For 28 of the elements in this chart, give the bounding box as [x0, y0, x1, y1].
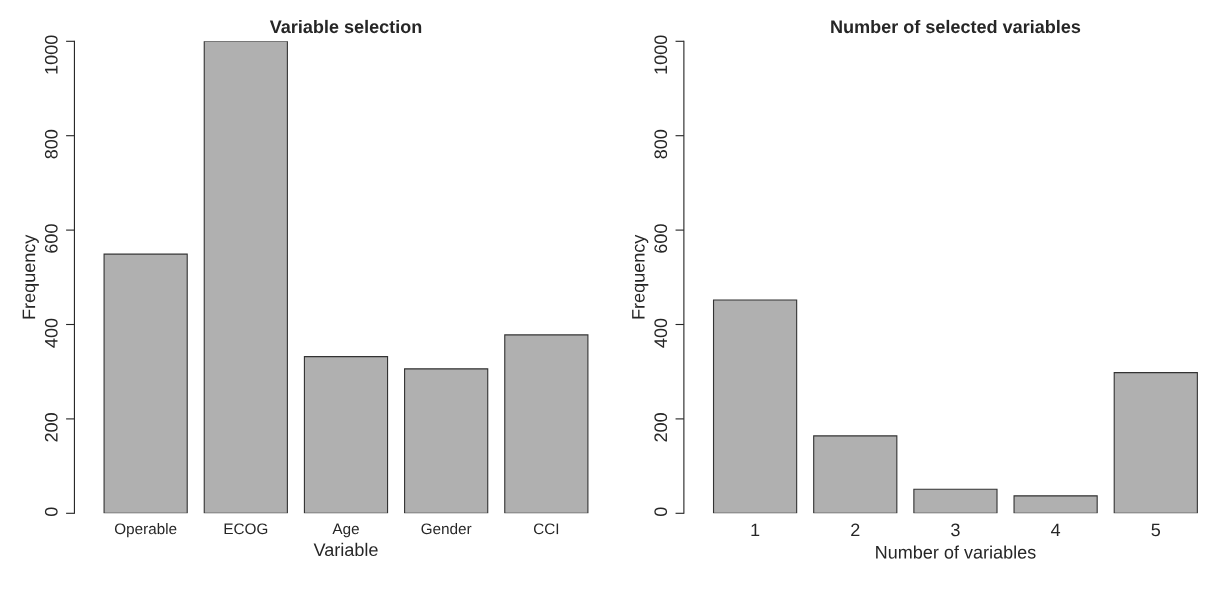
y-axis-title: Frequency [22, 234, 39, 319]
y-tick-label: 400 [44, 318, 58, 348]
y-tick-label: 400 [654, 318, 668, 348]
x-tick-label: CCI [533, 523, 559, 535]
y-tick-label: 0 [654, 507, 668, 517]
y-tick-label: 200 [44, 413, 58, 442]
x-axis-title: Number of variables [876, 545, 1036, 559]
x-tick-label: Age [332, 523, 359, 538]
x-tick-label: Gender [421, 523, 472, 535]
y-tick-label: 200 [654, 413, 668, 442]
y-tick-label: 0 [44, 507, 58, 517]
y-tick-label: 600 [654, 224, 668, 253]
chart-title: Number of selected variables [831, 19, 1081, 34]
chart-title: Variable selection [269, 19, 422, 34]
x-tick-label: 1 [751, 523, 760, 537]
y-tick-label: 1000 [44, 35, 58, 74]
y-tick-label: 600 [44, 224, 58, 253]
x-tick-label: 5 [1151, 523, 1161, 537]
x-tick-label: 2 [851, 523, 860, 537]
x-tick-label: ECOG [224, 523, 268, 535]
x-tick-label: Operable [114, 523, 177, 538]
x-tick-label: 4 [1051, 523, 1061, 537]
x-tick-label: 3 [951, 523, 960, 537]
y-tick-label: 800 [44, 129, 58, 159]
y-tick-label: 1000 [654, 35, 668, 74]
y-tick-label: 800 [654, 129, 668, 159]
x-axis-title: Variable [313, 542, 378, 557]
y-axis-title: Frequency [632, 234, 649, 319]
